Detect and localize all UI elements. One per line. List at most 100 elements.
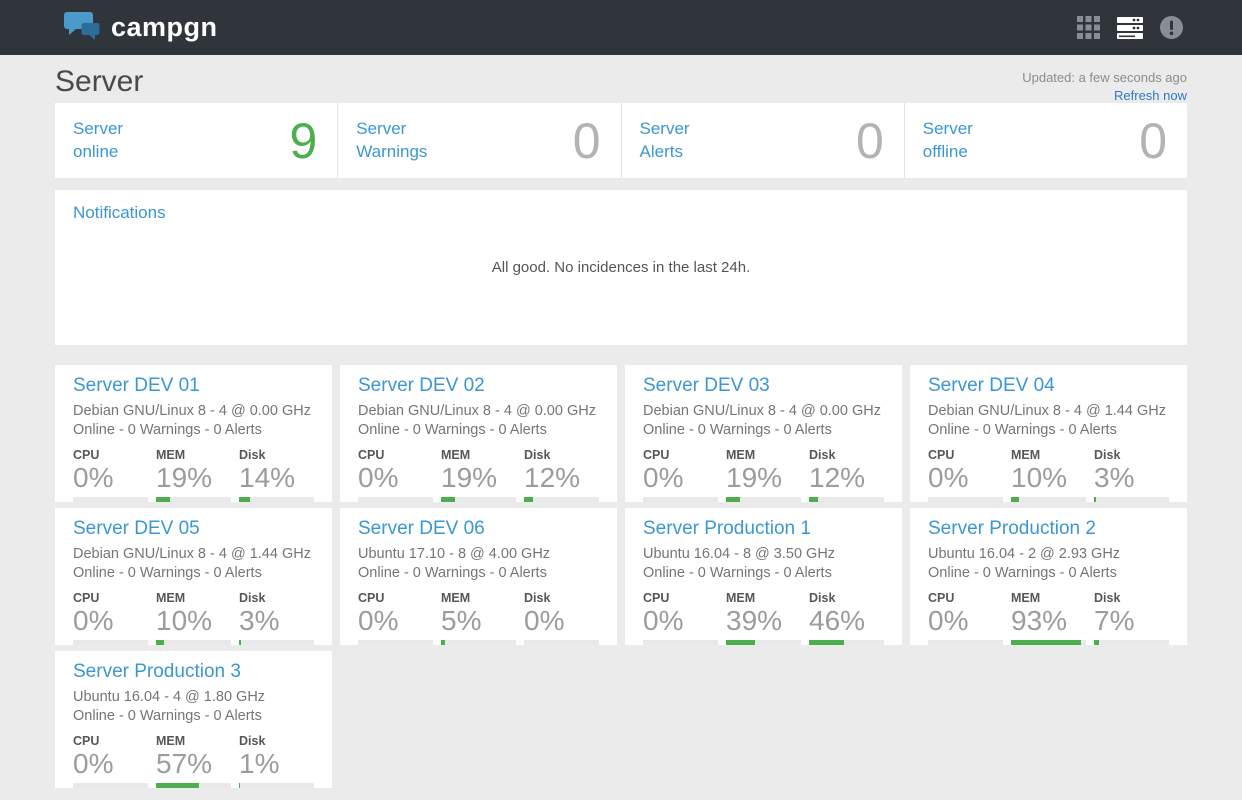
server-name-link[interactable]: Server Production 3 — [73, 661, 241, 682]
mem-metric: MEM 57% — [156, 734, 231, 789]
server-card-production-1: Server Production 1 Ubuntu 16.04 - 8 @ 3… — [625, 508, 902, 646]
cpu-progress-bar — [73, 783, 148, 789]
mem-progress-bar — [1011, 640, 1086, 646]
server-metrics: CPU 0% MEM 10% Disk 3% — [73, 591, 314, 646]
mem-metric: MEM 19% — [156, 448, 231, 503]
disk-metric: Disk 3% — [239, 591, 314, 646]
server-card-production-2: Server Production 2 Ubuntu 16.04 - 2 @ 2… — [910, 508, 1187, 646]
stat-server-alerts: Server Alerts 0 — [622, 103, 905, 178]
mem-progress-bar — [156, 783, 231, 789]
stat-label: Server Alerts — [639, 118, 690, 161]
stat-label: Server Warnings — [356, 118, 428, 161]
stat-value: 0 — [572, 112, 601, 169]
stat-server-online: Server online 9 — [55, 103, 339, 178]
cpu-metric: CPU 0% — [73, 591, 148, 646]
server-name-link[interactable]: Server Production 2 — [928, 518, 1096, 539]
disk-metric: Disk 0% — [524, 591, 599, 646]
server-grid: Server DEV 01 Debian GNU/Linux 8 - 4 @ 0… — [55, 365, 1187, 789]
stat-label: Server offline — [922, 118, 973, 161]
disk-progress-bar — [1094, 640, 1169, 646]
mem-progress-bar — [1011, 497, 1086, 503]
page-header: Server Updated: a few seconds ago Refres… — [0, 55, 1242, 103]
server-metrics: CPU 0% MEM 39% Disk 46% — [643, 591, 884, 646]
header-meta: Updated: a few seconds ago Refresh now — [1022, 65, 1187, 103]
server-name-link[interactable]: Server DEV 06 — [358, 518, 485, 539]
mem-progress-bar — [726, 640, 801, 646]
server-card-dev-05: Server DEV 05 Debian GNU/Linux 8 - 4 @ 1… — [55, 508, 332, 646]
mem-progress-bar — [156, 497, 231, 503]
cpu-progress-bar — [643, 497, 718, 503]
mem-metric: MEM 19% — [441, 448, 516, 503]
server-status: Online - 0 Warnings - 0 Alerts — [73, 421, 262, 438]
mem-metric: MEM 10% — [156, 591, 231, 646]
servers-icon[interactable] — [1116, 16, 1144, 40]
disk-progress-bar — [239, 497, 314, 503]
server-name-link[interactable]: Server DEV 04 — [928, 375, 1055, 396]
server-name-link[interactable]: Server DEV 02 — [358, 375, 485, 396]
page-title: Server — [55, 65, 144, 98]
server-name-link[interactable]: Server Production 1 — [643, 518, 811, 539]
server-os: Ubuntu 16.04 - 2 @ 2.93 GHz — [928, 546, 1121, 562]
server-status: Online - 0 Warnings - 0 Alerts — [73, 564, 262, 581]
notifications-panel: Notifications All good. No incidences in… — [55, 190, 1187, 345]
server-status: Online - 0 Warnings - 0 Alerts — [73, 707, 262, 724]
mem-metric: MEM 93% — [1011, 591, 1086, 646]
notifications-message: All good. No incidences in the last 24h. — [491, 259, 751, 276]
mem-progress-bar — [441, 640, 516, 646]
notifications-title[interactable]: Notifications — [73, 203, 166, 222]
server-os: Ubuntu 16.04 - 8 @ 3.50 GHz — [643, 546, 836, 562]
brand-name: campgn — [111, 12, 218, 42]
stat-server-warnings: Server Warnings 0 — [338, 103, 622, 178]
cpu-metric: CPU 0% — [358, 591, 433, 646]
disk-metric: Disk 1% — [239, 734, 314, 789]
server-status: Online - 0 Warnings - 0 Alerts — [928, 421, 1117, 438]
server-os: Ubuntu 16.04 - 4 @ 1.80 GHz — [73, 689, 266, 705]
cpu-metric: CPU 0% — [928, 591, 1003, 646]
navbar-icons — [1076, 15, 1184, 40]
server-card-dev-02: Server DEV 02 Debian GNU/Linux 8 - 4 @ 0… — [340, 365, 617, 503]
navbar: campgn — [0, 0, 1242, 55]
server-metrics: CPU 0% MEM 10% Disk 3% — [928, 448, 1169, 503]
disk-metric: Disk 14% — [239, 448, 314, 503]
disk-metric: Disk 46% — [809, 591, 884, 646]
cpu-progress-bar — [643, 640, 718, 646]
server-name-link[interactable]: Server DEV 01 — [73, 375, 200, 396]
disk-progress-bar — [239, 640, 314, 646]
stat-value: 9 — [289, 112, 318, 169]
disk-progress-bar — [809, 640, 884, 646]
server-card-dev-03: Server DEV 03 Debian GNU/Linux 8 - 4 @ 0… — [625, 365, 902, 503]
server-status: Online - 0 Warnings - 0 Alerts — [643, 421, 832, 438]
disk-progress-bar — [524, 640, 599, 646]
brand-logo[interactable]: campgn — [64, 9, 218, 46]
apps-grid-icon[interactable] — [1076, 15, 1101, 40]
server-name-link[interactable]: Server DEV 03 — [643, 375, 770, 396]
cpu-progress-bar — [73, 497, 148, 503]
server-os: Debian GNU/Linux 8 - 4 @ 1.44 GHz — [73, 546, 311, 562]
mem-metric: MEM 19% — [726, 448, 801, 503]
disk-progress-bar — [809, 497, 884, 503]
server-status: Online - 0 Warnings - 0 Alerts — [358, 421, 547, 438]
server-os: Debian GNU/Linux 8 - 4 @ 1.44 GHz — [928, 403, 1166, 419]
stat-label: Server online — [73, 118, 124, 161]
disk-progress-bar — [239, 783, 314, 789]
cpu-metric: CPU 0% — [643, 448, 718, 503]
server-name-link[interactable]: Server DEV 05 — [73, 518, 200, 539]
server-metrics: CPU 0% MEM 93% Disk 7% — [928, 591, 1169, 646]
server-card-dev-04: Server DEV 04 Debian GNU/Linux 8 - 4 @ 1… — [910, 365, 1187, 503]
stat-server-offline: Server offline 0 — [905, 103, 1187, 178]
disk-progress-bar — [1094, 497, 1169, 503]
cpu-metric: CPU 0% — [643, 591, 718, 646]
cpu-metric: CPU 0% — [928, 448, 1003, 503]
disk-metric: Disk 7% — [1094, 591, 1169, 646]
chat-bubbles-icon — [64, 9, 102, 46]
mem-metric: MEM 5% — [441, 591, 516, 646]
mem-progress-bar — [156, 640, 231, 646]
server-metrics: CPU 0% MEM 19% Disk 12% — [358, 448, 599, 503]
server-metrics: CPU 0% MEM 19% Disk 12% — [643, 448, 884, 503]
refresh-now-link[interactable]: Refresh now — [1114, 88, 1187, 103]
server-os: Debian GNU/Linux 8 - 4 @ 0.00 GHz — [73, 403, 311, 419]
mem-progress-bar — [441, 497, 516, 503]
disk-metric: Disk 12% — [809, 448, 884, 503]
server-card-dev-06: Server DEV 06 Ubuntu 17.10 - 8 @ 4.00 GH… — [340, 508, 617, 646]
alert-circle-icon[interactable] — [1159, 15, 1184, 40]
